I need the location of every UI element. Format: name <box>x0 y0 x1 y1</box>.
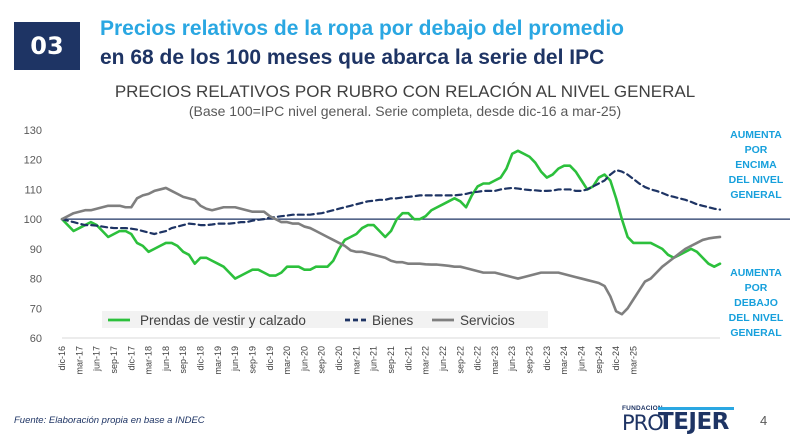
x-tick-label: sep-18 <box>178 346 188 374</box>
logo-tejer-text: TEJER <box>658 409 729 435</box>
headline: Precios relativos de la ropa por debajo … <box>100 14 780 72</box>
y-tick-label: 90 <box>30 244 42 256</box>
x-tick-label: sep-24 <box>594 346 604 374</box>
x-tick-label: jun-24 <box>576 346 586 372</box>
x-tick-label: sep-22 <box>455 346 465 374</box>
slide-number-badge: 03 <box>14 22 80 70</box>
x-tick-label: mar-21 <box>351 346 361 375</box>
x-tick-label: dic-22 <box>473 346 483 371</box>
y-tick-label: 110 <box>24 184 42 196</box>
x-tick-label: sep-20 <box>317 346 327 374</box>
prendas-line <box>60 149 722 280</box>
note-above-line: POR <box>744 144 768 156</box>
y-tick-label: 70 <box>30 303 42 315</box>
note-below-line: DEBAJO <box>734 297 778 309</box>
x-tick-label: mar-22 <box>421 346 431 375</box>
x-tick-label: sep-23 <box>525 346 535 374</box>
note-below-line: AUMENTA <box>730 267 782 279</box>
note-above-line: ENCIMA <box>735 159 777 171</box>
x-tick-label: sep-21 <box>386 346 396 374</box>
x-tick-label: mar-25 <box>628 346 638 375</box>
y-tick-label: 80 <box>30 274 42 286</box>
x-tick-label: mar-18 <box>144 346 154 375</box>
note-above-line: AUMENTA <box>730 129 782 141</box>
headline-line-1: Precios relativos de la ropa por debajo … <box>100 17 624 40</box>
x-tick-label: jun-20 <box>299 346 309 372</box>
note-above-line: GENERAL <box>730 189 782 201</box>
servicios-line <box>60 186 722 316</box>
x-tick-label: jun-17 <box>92 346 102 372</box>
y-tick-label: 120 <box>24 155 42 167</box>
note-below-line: DEL NIVEL <box>728 312 784 324</box>
x-tick-label: mar-23 <box>490 346 500 375</box>
legend-servicios-label: Servicios <box>460 313 515 328</box>
x-tick-label: sep-17 <box>109 346 119 374</box>
headline-line-2: en 68 de los 100 meses que abarca la ser… <box>100 46 605 69</box>
legend-background <box>102 311 548 328</box>
y-tick-label: 100 <box>24 214 42 226</box>
x-tick-label: dic-19 <box>265 346 275 371</box>
note-below-line: GENERAL <box>730 327 782 339</box>
x-tick-label: jun-18 <box>161 346 171 372</box>
y-tick-label: 60 <box>30 333 42 345</box>
legend-bienes-label: Bienes <box>372 313 414 328</box>
slide-number: 03 <box>30 32 64 60</box>
x-tick-label: jun-19 <box>230 346 240 372</box>
x-tick-label: dic-23 <box>542 346 552 371</box>
x-tick-label: jun-23 <box>507 346 517 372</box>
chart-title: PRECIOS RELATIVOS POR RUBRO CON RELACIÓN… <box>114 82 696 101</box>
x-tick-label: mar-24 <box>559 346 569 375</box>
note-above-line: DEL NIVEL <box>728 174 784 186</box>
x-tick-label: mar-19 <box>213 346 223 375</box>
x-tick-label: dic-16 <box>57 346 67 371</box>
x-tick-label: dic-24 <box>611 346 621 371</box>
x-tick-label: sep-19 <box>247 346 257 374</box>
x-tick-label: dic-20 <box>334 346 344 371</box>
note-below-general: AUMENTA POR DEBAJO DEL NIVEL GENERAL <box>722 266 790 341</box>
legend-prendas-label: Prendas de vestir y calzado <box>140 313 306 328</box>
logo-small-text: FUNDACION <box>622 405 663 412</box>
x-tick-label: mar-20 <box>282 346 292 375</box>
x-tick-label: dic-21 <box>403 346 413 371</box>
x-tick-label: dic-18 <box>196 346 206 371</box>
logo-accent-bar <box>658 407 734 410</box>
page-number: 4 <box>760 413 768 428</box>
bienes-line <box>60 169 722 236</box>
chart-subtitle: (Base 100=IPC nivel general. Serie compl… <box>188 103 622 119</box>
source-note: Fuente: Elaboración propia en base a IND… <box>14 415 205 426</box>
x-tick-label: mar-17 <box>74 346 84 375</box>
logo-pro-text: PRO <box>622 411 664 435</box>
x-tick-label: jun-21 <box>369 346 379 372</box>
note-above-general: AUMENTA POR ENCIMA DEL NIVEL GENERAL <box>722 128 790 203</box>
note-below-line: POR <box>744 282 768 294</box>
x-tick-label: jun-22 <box>438 346 448 372</box>
x-tick-label: dic-17 <box>126 346 136 371</box>
fundacion-pro-tejer-logo: FUNDACION PRO TEJER <box>618 405 738 437</box>
y-tick-label: 130 <box>24 125 42 137</box>
